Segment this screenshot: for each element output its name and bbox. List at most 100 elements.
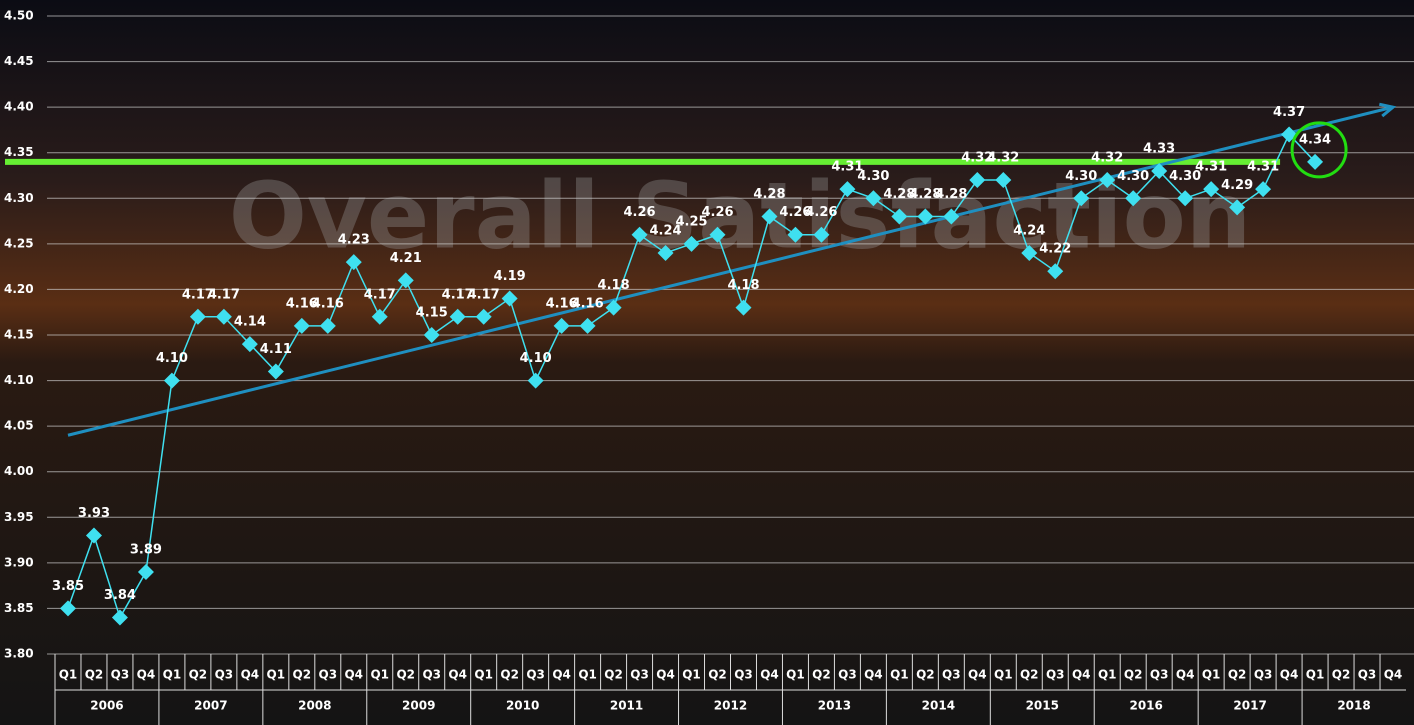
year-label: 2016 (1129, 699, 1162, 713)
data-label: 4.17 (182, 287, 214, 302)
year-label: 2018 (1337, 699, 1370, 713)
data-label: 4.11 (260, 342, 292, 357)
year-label: 2011 (610, 699, 643, 713)
x-tick-label: Q4 (760, 668, 779, 682)
data-label: 4.24 (1013, 223, 1045, 238)
year-label: 2013 (818, 699, 851, 713)
marker (345, 254, 362, 271)
x-tick-label: Q4 (1384, 668, 1403, 682)
marker (397, 272, 414, 289)
data-label: 3.93 (78, 506, 110, 521)
marker (241, 336, 258, 353)
data-label: 4.32 (987, 151, 1019, 166)
y-tick-label: 4.10 (4, 373, 34, 387)
x-tick-label: Q1 (267, 668, 286, 682)
x-tick-label: Q4 (344, 668, 363, 682)
x-tick-label: Q2 (604, 668, 623, 682)
data-label: 4.26 (624, 205, 656, 220)
x-tick-label: Q2 (708, 668, 727, 682)
data-label: 4.17 (364, 287, 396, 302)
marker (1099, 172, 1116, 189)
y-tick-label: 4.05 (4, 419, 34, 433)
marker (501, 290, 518, 307)
marker (215, 308, 232, 325)
x-tick-label: Q3 (526, 668, 545, 682)
year-label: 2014 (922, 699, 955, 713)
y-tick-label: 3.80 (4, 647, 34, 661)
x-tick-label: Q2 (85, 668, 104, 682)
y-tick-label: 4.20 (4, 282, 34, 296)
x-tick-label: Q3 (215, 668, 234, 682)
marker (787, 226, 804, 243)
marker (579, 317, 596, 334)
marker (839, 181, 856, 198)
x-tick-label: Q3 (838, 668, 857, 682)
x-tick-label: Q4 (552, 668, 571, 682)
x-tick-label: Q3 (1358, 668, 1377, 682)
x-tick-label: Q4 (241, 668, 260, 682)
data-label: 4.26 (805, 205, 837, 220)
x-tick-label: Q3 (734, 668, 753, 682)
data-label: 4.32 (1091, 151, 1123, 166)
marker (163, 372, 180, 389)
x-tick-label: Q1 (1202, 668, 1221, 682)
marker (1307, 153, 1324, 170)
data-label: 4.34 (1299, 132, 1331, 147)
marker (85, 527, 102, 544)
year-label: 2012 (714, 699, 747, 713)
data-label: 4.15 (416, 306, 448, 321)
marker (1021, 244, 1038, 261)
y-tick-label: 4.25 (4, 236, 34, 250)
y-tick-label: 4.45 (4, 54, 34, 68)
marker (59, 600, 76, 617)
highlight-circle (1290, 121, 1348, 179)
marker (631, 226, 648, 243)
data-label: 4.30 (1169, 169, 1201, 184)
marker (1255, 181, 1272, 198)
data-label: 4.22 (1039, 242, 1071, 257)
marker (371, 308, 388, 325)
watermark: Overall Satisfaction (229, 162, 1252, 269)
marker (865, 190, 882, 207)
data-label: 4.17 (442, 287, 474, 302)
data-label: 4.30 (1065, 169, 1097, 184)
marker (917, 208, 934, 225)
x-tick-label: Q2 (916, 668, 935, 682)
marker (995, 172, 1012, 189)
data-label: 4.19 (494, 269, 526, 284)
x-tick-label: Q4 (656, 668, 675, 682)
x-tick-label: Q1 (786, 668, 805, 682)
x-tick-label: Q2 (396, 668, 415, 682)
x-tick-label: Q1 (682, 668, 701, 682)
marker (527, 372, 544, 389)
x-tick-label: Q1 (994, 668, 1013, 682)
marker (1047, 263, 1064, 280)
year-label: 2009 (402, 699, 435, 713)
data-label: 4.16 (312, 296, 344, 311)
data-label: 4.10 (156, 351, 188, 366)
x-tick-label: Q1 (890, 668, 909, 682)
data-label: 4.29 (1221, 178, 1253, 193)
y-tick-label: 3.95 (4, 510, 34, 524)
marker (1229, 199, 1246, 216)
data-label: 4.26 (701, 205, 733, 220)
x-tick-label: Q4 (1072, 668, 1091, 682)
x-tick-label: Q2 (1020, 668, 1039, 682)
data-label: 4.18 (598, 278, 630, 293)
data-label: 4.28 (883, 187, 915, 202)
y-tick-label: 4.50 (4, 9, 34, 23)
data-label: 4.37 (1273, 105, 1305, 120)
x-tick-label: Q2 (1332, 668, 1351, 682)
marker (449, 308, 466, 325)
marker (475, 308, 492, 325)
year-label: 2017 (1233, 699, 1266, 713)
year-label: 2010 (506, 699, 539, 713)
data-label: 4.24 (650, 223, 682, 238)
x-tick-label: Q3 (1046, 668, 1065, 682)
year-label: 2008 (298, 699, 331, 713)
marker (1177, 190, 1194, 207)
data-label: 4.31 (1195, 160, 1227, 175)
x-tick-label: Q3 (422, 668, 441, 682)
data-label: 3.89 (130, 542, 162, 557)
